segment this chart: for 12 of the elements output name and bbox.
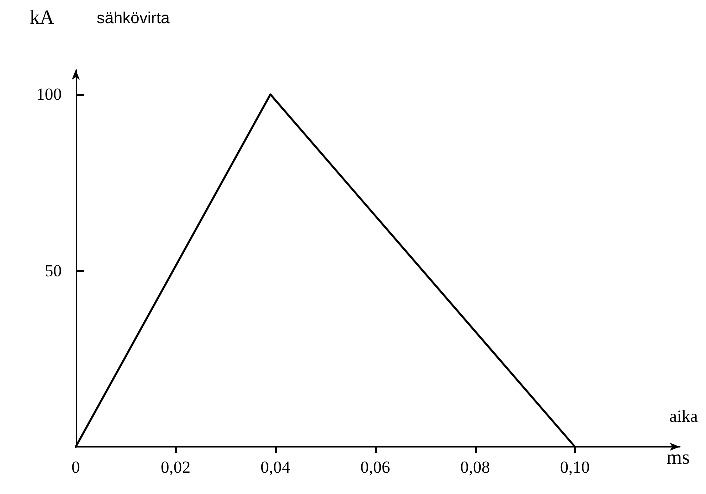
x-tick-label: 0,02 xyxy=(160,458,191,477)
annotation: aika xyxy=(670,407,698,426)
y-tick-label: 50 xyxy=(45,261,62,280)
x-tick-label: 0,08 xyxy=(460,458,490,477)
y-axis-title: kA xyxy=(30,7,55,29)
x-tick-label: 0 xyxy=(72,458,80,477)
chart-title: sähkövirta xyxy=(97,10,170,28)
x-tick-label: 0,04 xyxy=(260,458,292,477)
x-tick-label: 0,06 xyxy=(360,458,390,477)
x-axis-title: ms xyxy=(666,447,690,469)
x-tick-label: 0,10 xyxy=(560,458,590,477)
y-tick-label: 100 xyxy=(36,85,62,104)
